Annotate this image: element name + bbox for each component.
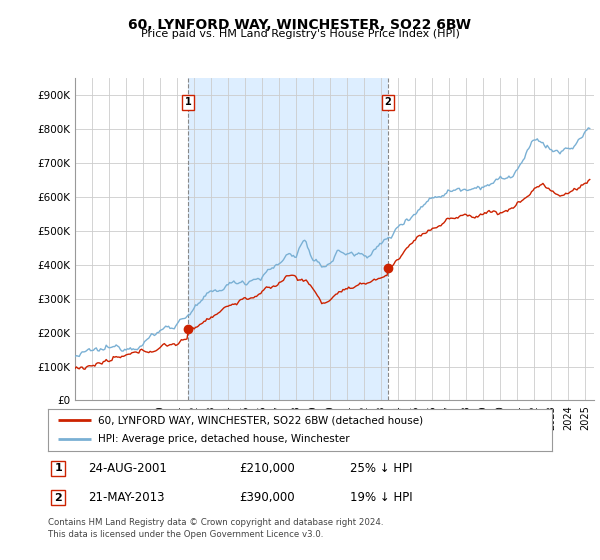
Text: £390,000: £390,000: [239, 491, 295, 504]
Text: 2: 2: [385, 97, 391, 107]
Text: 1: 1: [54, 463, 62, 473]
Text: Price paid vs. HM Land Registry's House Price Index (HPI): Price paid vs. HM Land Registry's House …: [140, 29, 460, 39]
Text: 19% ↓ HPI: 19% ↓ HPI: [350, 491, 413, 504]
Text: 24-AUG-2001: 24-AUG-2001: [88, 462, 167, 475]
Text: 60, LYNFORD WAY, WINCHESTER, SO22 6BW (detached house): 60, LYNFORD WAY, WINCHESTER, SO22 6BW (d…: [98, 415, 424, 425]
Bar: [188, 78, 388, 400]
Text: 2: 2: [54, 493, 62, 503]
Text: £210,000: £210,000: [239, 462, 295, 475]
Text: Contains HM Land Registry data © Crown copyright and database right 2024.
This d: Contains HM Land Registry data © Crown c…: [48, 518, 383, 539]
Text: 25% ↓ HPI: 25% ↓ HPI: [350, 462, 413, 475]
Text: 21-MAY-2013: 21-MAY-2013: [88, 491, 165, 504]
Text: 1: 1: [185, 97, 191, 107]
Text: HPI: Average price, detached house, Winchester: HPI: Average price, detached house, Winc…: [98, 435, 350, 445]
Text: 60, LYNFORD WAY, WINCHESTER, SO22 6BW: 60, LYNFORD WAY, WINCHESTER, SO22 6BW: [128, 18, 472, 32]
